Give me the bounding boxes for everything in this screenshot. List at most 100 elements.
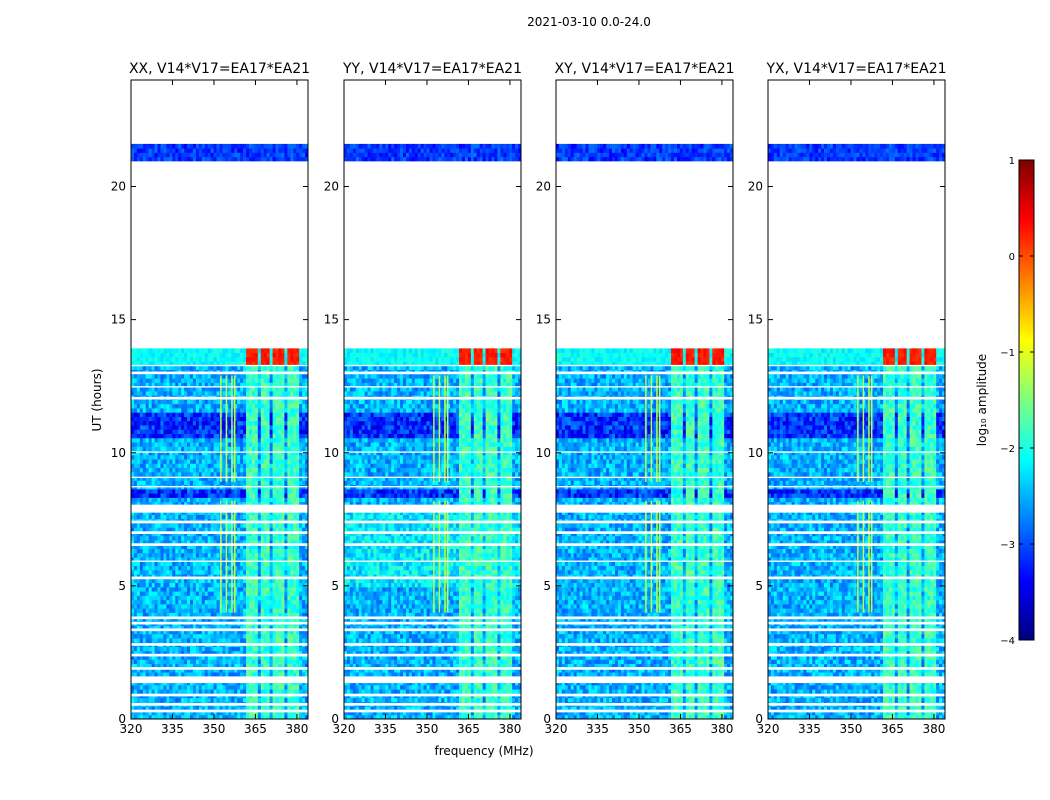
heatmap-cell: [155, 608, 158, 613]
heatmap-cell: [258, 613, 261, 618]
heatmap-cell: [131, 587, 134, 592]
heatmap-cell: [249, 600, 252, 605]
heatmap-cell: [137, 608, 140, 613]
heatmap-cell: [131, 638, 134, 643]
panel-heatmap-cells: [131, 144, 308, 720]
heatmap-cell: [302, 591, 305, 596]
heatmap-cell: [199, 600, 202, 605]
heatmap-cell: [184, 613, 187, 618]
heatmap-cell: [155, 600, 158, 605]
heatmap-cell: [228, 672, 231, 677]
heatmap-cell: [163, 647, 166, 652]
heatmap-cell: [302, 672, 305, 677]
heatmap-cell: [187, 647, 190, 652]
heatmap-cell: [161, 604, 164, 609]
heatmap-cell: [270, 608, 273, 613]
heatmap-cell: [281, 698, 284, 703]
heatmap-cell: [175, 570, 178, 575]
heatmap-cell: [134, 672, 137, 677]
heatmap-cell: [270, 587, 273, 592]
heatmap-cell: [261, 659, 264, 664]
heatmap-cell: [255, 600, 258, 605]
heatmap-cell: [178, 659, 181, 664]
heatmap-cell: [252, 587, 255, 592]
heatmap-cell: [222, 591, 225, 596]
heatmap-cell: [279, 604, 282, 609]
heatmap-cell: [284, 638, 287, 643]
heatmap-cell: [240, 672, 243, 677]
heatmap-cell: [199, 659, 202, 664]
heatmap-cell: [246, 595, 249, 600]
heatmap-cell: [258, 659, 261, 664]
heatmap-cell: [261, 608, 264, 613]
heatmap-cell: [205, 604, 208, 609]
heatmap-cell: [199, 570, 202, 575]
heatmap-cell: [243, 685, 246, 690]
heatmap-cell: [178, 698, 181, 703]
heatmap-cell: [261, 698, 264, 703]
heatmap-cell: [166, 689, 169, 694]
heatmap-cell: [131, 647, 134, 652]
heatmap-cell: [158, 647, 161, 652]
heatmap-cell: [140, 638, 143, 643]
heatmap-cell: [149, 591, 152, 596]
heatmap-cell: [205, 570, 208, 575]
heatmap-cell: [205, 600, 208, 605]
heatmap-cell: [267, 600, 270, 605]
heatmap-cell: [175, 638, 178, 643]
heatmap-cell: [281, 583, 284, 588]
heatmap-cell: [252, 638, 255, 643]
heatmap-cell: [234, 659, 237, 664]
heatmap-cell: [166, 613, 169, 618]
heatmap-cell: [296, 698, 299, 703]
heatmap-cell: [287, 600, 290, 605]
heatmap-cell: [172, 638, 175, 643]
heatmap-cell: [208, 689, 211, 694]
heatmap-cell: [252, 685, 255, 690]
heatmap-cell: [199, 587, 202, 592]
heatmap-cell: [140, 685, 143, 690]
heatmap-cell: [267, 689, 270, 694]
heatmap-cell: [175, 672, 178, 677]
heatmap-cell: [290, 583, 293, 588]
heatmap-cell: [202, 698, 205, 703]
heatmap-cell: [261, 647, 264, 652]
heatmap-cell: [146, 685, 149, 690]
heatmap-cell: [267, 613, 270, 618]
heatmap-cell: [252, 600, 255, 605]
heatmap-cell: [281, 587, 284, 592]
heatmap-cell: [214, 685, 217, 690]
heatmap-cell: [208, 672, 211, 677]
heatmap-cell: [202, 604, 205, 609]
heatmap-cell: [211, 587, 214, 592]
heatmap-cell: [252, 608, 255, 613]
heatmap-cell: [161, 608, 164, 613]
heatmap-cell: [196, 685, 199, 690]
heatmap-cell: [161, 698, 164, 703]
heatmap-cell: [261, 613, 264, 618]
heatmap-cell: [196, 570, 199, 575]
heatmap-cell: [273, 591, 276, 596]
heatmap-cell: [190, 600, 193, 605]
heatmap-cell: [184, 604, 187, 609]
heatmap-cell: [284, 591, 287, 596]
heatmap-cell: [193, 613, 196, 618]
heatmap-cell: [273, 604, 276, 609]
heatmap-cell: [290, 685, 293, 690]
heatmap-cell: [249, 613, 252, 618]
heatmap-cell: [155, 634, 158, 639]
heatmap-cell: [287, 685, 290, 690]
heatmap-cell: [202, 689, 205, 694]
heatmap-cell: [246, 689, 249, 694]
heatmap-cell: [237, 647, 240, 652]
heatmap-cell: [217, 600, 220, 605]
heatmap-cell: [196, 698, 199, 703]
heatmap-cell: [134, 570, 137, 575]
heatmap-cell: [220, 689, 223, 694]
heatmap-cell: [169, 638, 172, 643]
heatmap-cell: [264, 689, 267, 694]
heatmap-cell: [217, 634, 220, 639]
heatmap-cell: [252, 689, 255, 694]
heatmap-cell: [211, 600, 214, 605]
heatmap-cell: [184, 583, 187, 588]
